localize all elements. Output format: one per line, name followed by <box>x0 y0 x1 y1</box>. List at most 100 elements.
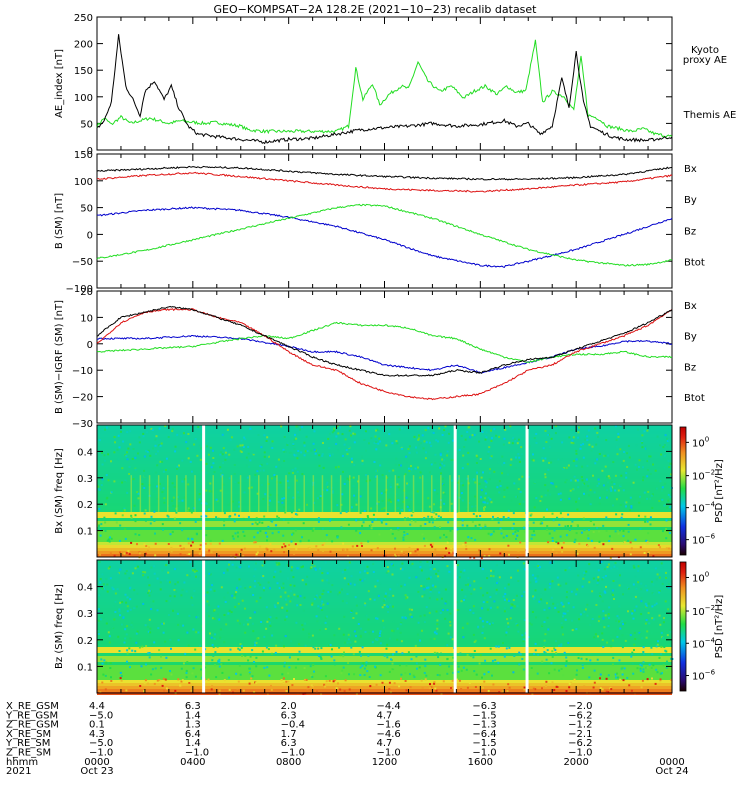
spectrogram-pixel <box>562 612 565 615</box>
spectrogram-pixel <box>565 534 568 537</box>
spectrogram-pixel <box>461 519 464 522</box>
spectrogram-pixel <box>478 482 481 485</box>
spectrogram-pixel <box>377 501 380 503</box>
spectrogram-pixel <box>575 452 578 455</box>
spectrogram-band <box>97 464 672 467</box>
spectrogram-pixel <box>471 521 474 523</box>
spectrogram-pixel <box>119 601 122 604</box>
spectrogram-pixel <box>355 612 358 615</box>
y-tick-label: 50 <box>80 119 93 130</box>
spectrogram-pixel <box>144 571 147 574</box>
spectrogram-pixel <box>619 484 622 487</box>
spectrogram-pixel <box>651 605 654 608</box>
spectrogram-pixel <box>340 526 343 529</box>
spectrogram-pixel <box>458 436 461 439</box>
spectrogram-pixel <box>123 509 126 512</box>
spectrogram-pixel <box>170 673 173 676</box>
spectrogram-pixel <box>417 437 420 440</box>
spectrogram-pixel <box>622 593 624 596</box>
spectrogram-pixel <box>473 670 476 673</box>
spectrogram-pixel <box>434 517 436 520</box>
spectrogram-pixel <box>559 492 562 495</box>
spectrogram-pixel <box>484 438 487 441</box>
spectrogram-pixel <box>373 598 376 601</box>
spectrogram-pixel <box>285 690 288 692</box>
spectrogram-pixel <box>557 458 560 461</box>
spectrogram-pixel <box>594 462 597 465</box>
spectrogram-pixel <box>348 688 351 691</box>
spectrogram-pixel <box>354 635 357 638</box>
ephemeris-value: 6.3 <box>281 710 297 721</box>
spectrogram-pixel <box>578 618 581 621</box>
spectrogram-pixel <box>485 431 488 434</box>
spectrogram-pixel <box>535 497 538 500</box>
spectrogram-pixel <box>136 592 139 595</box>
spectrogram-pixel <box>607 563 610 566</box>
spectrogram-pixel <box>437 515 440 518</box>
data-gap <box>453 425 457 557</box>
spectrogram-pixel <box>110 676 112 679</box>
spectrogram-pixel <box>329 518 332 521</box>
spectrogram-pixel <box>193 443 196 446</box>
spectrogram-pixel <box>503 655 506 658</box>
spectrogram-pixel <box>113 618 116 621</box>
spectrogram-pixel <box>361 524 364 527</box>
spectrogram-pixel <box>354 596 357 599</box>
spectrogram-pixel <box>498 691 501 693</box>
spectrogram-pixel <box>433 651 436 654</box>
spectrogram-pixel <box>301 624 304 627</box>
spectrogram-pixel <box>486 601 489 604</box>
spectrogram-pixel <box>611 589 614 592</box>
spectrogram-band <box>97 524 672 527</box>
spectrogram-pixel <box>405 689 408 692</box>
spectrogram-pixel <box>324 685 327 688</box>
spectrogram-pixel <box>420 446 423 448</box>
spectrogram-pixel <box>434 453 437 456</box>
spectrogram-pixel <box>611 639 614 642</box>
spectrogram-pixel <box>429 594 432 597</box>
spectrogram-pixel <box>641 637 644 640</box>
spectrogram-pixel <box>607 691 610 694</box>
spectrogram-pixel <box>624 639 627 642</box>
spectrogram-pixel <box>137 452 139 455</box>
spectrogram-pixel <box>147 652 150 655</box>
spectrogram-pixel <box>303 596 306 599</box>
spectrogram-pixel <box>546 649 549 652</box>
ephemeris-value: 6.3 <box>185 701 201 712</box>
spectrogram-pixel <box>228 676 231 679</box>
spectrogram-pixel <box>496 486 499 489</box>
spectrogram-pixel <box>321 527 324 530</box>
spectrogram-pixel <box>338 646 341 649</box>
spectrogram-band <box>97 473 672 476</box>
spectrogram-pixel <box>320 647 323 650</box>
spectrogram-pixel <box>326 625 329 628</box>
colorbar-label: PSD [nT²/Hz] <box>714 459 725 523</box>
spectrogram-pixel <box>147 630 150 633</box>
spectrogram-pixel <box>573 475 576 478</box>
spectrogram-band <box>97 605 672 608</box>
spectrogram-pixel <box>253 541 256 544</box>
spectrogram-pixel <box>343 690 346 693</box>
ephemeris-value: −1.0 <box>185 748 209 759</box>
spectrogram-pixel <box>446 609 449 612</box>
spectrogram-pixel <box>254 521 257 524</box>
spectrogram-pixel <box>104 529 107 532</box>
spectrogram-pixel <box>245 464 248 467</box>
spectrogram-pixel <box>613 483 616 485</box>
spectrogram-pixel <box>262 469 265 472</box>
spectrogram-pixel <box>279 595 282 598</box>
spectrogram-pixel <box>368 632 371 635</box>
y-tick-label: 50 <box>80 204 93 215</box>
spectrogram-pixel <box>392 555 395 558</box>
spectrogram-pixel <box>191 541 194 544</box>
spectrogram-pixel <box>528 445 531 448</box>
spectrogram-pixel <box>337 682 339 685</box>
ephemeris-row-label: X_RE_GSM <box>6 701 59 712</box>
spectrogram-pixel <box>545 680 548 683</box>
spectrogram-pixel <box>547 628 550 631</box>
spectrogram-pixel <box>218 665 221 668</box>
spectrogram-pixel <box>616 615 619 618</box>
spectrogram-pixel <box>133 589 136 592</box>
spectrogram-pixel <box>375 617 377 620</box>
spectrogram-pixel <box>321 579 324 582</box>
